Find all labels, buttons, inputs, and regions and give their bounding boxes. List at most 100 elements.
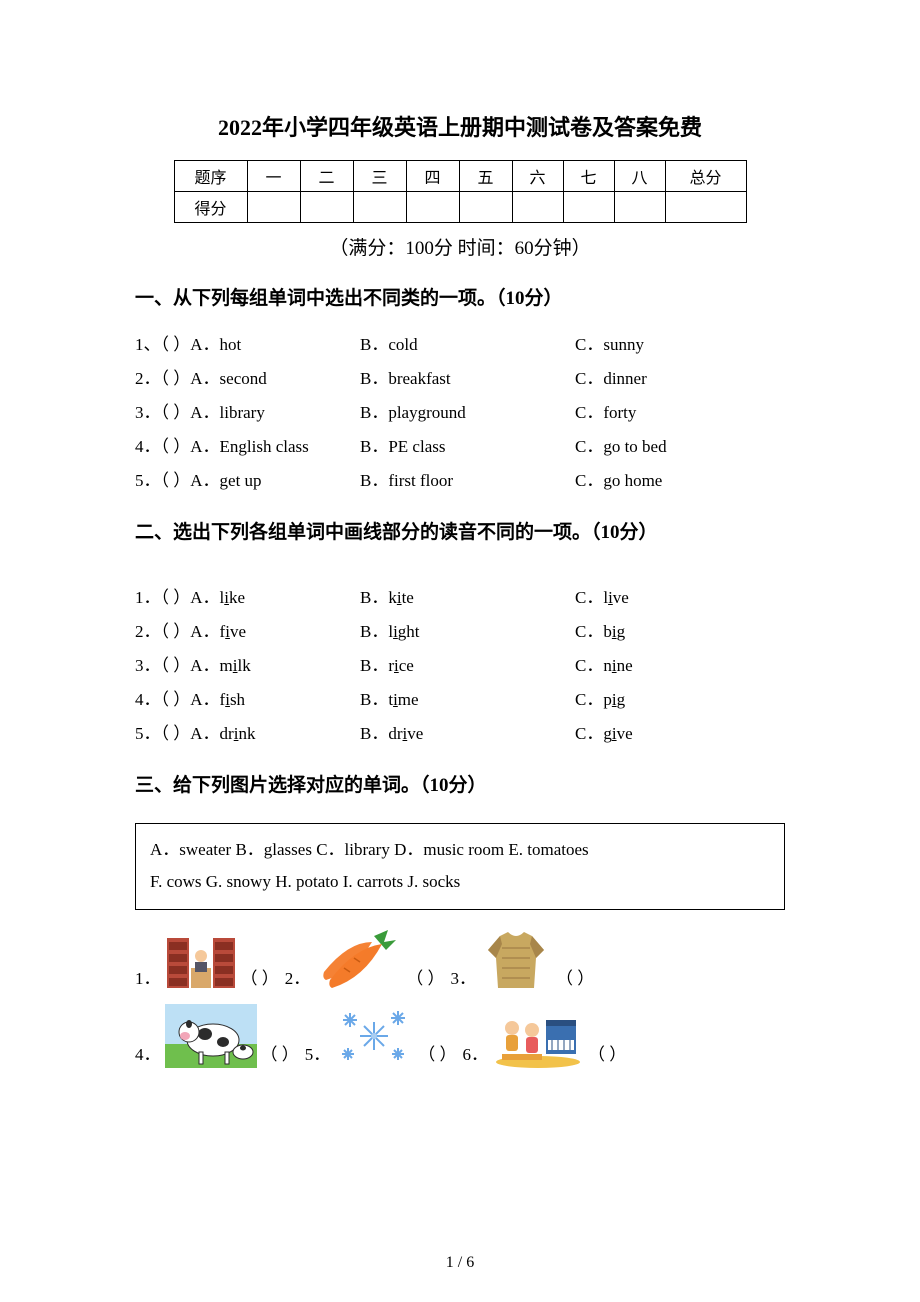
answer-blank[interactable]: （ ） bbox=[406, 965, 444, 992]
answer-blank[interactable]: （ ） bbox=[418, 1041, 456, 1068]
answer-blank[interactable]: （ ） bbox=[161, 656, 191, 675]
s2-item: 5．（ ）A．drink B．drive C．give bbox=[135, 717, 785, 751]
option-a: A．hot bbox=[190, 335, 241, 354]
library-icon bbox=[165, 932, 237, 992]
option-c-post: ve bbox=[617, 724, 633, 743]
option-c-pre: C．p bbox=[575, 690, 612, 709]
pic-item-number: 6． bbox=[463, 1041, 489, 1068]
sweater-icon bbox=[480, 930, 552, 992]
answer-blank[interactable]: （ ） bbox=[588, 1041, 626, 1068]
score-cell[interactable] bbox=[512, 192, 563, 223]
score-cell[interactable] bbox=[300, 192, 353, 223]
score-cell[interactable] bbox=[459, 192, 512, 223]
answer-blank[interactable]: （ ） bbox=[161, 437, 191, 456]
option-c-pre: C．g bbox=[575, 724, 612, 743]
s1-item: 5．（ ）A．get up B．first floor C．go home bbox=[135, 464, 785, 498]
item-number: 1、 bbox=[135, 335, 161, 354]
option-a: A．get up bbox=[190, 471, 261, 490]
item-number: 3． bbox=[135, 403, 161, 422]
word-bank: A．sweater B．glasses C．library D．music ro… bbox=[135, 823, 785, 910]
answer-blank[interactable]: （ ） bbox=[161, 335, 191, 354]
score-col: 四 bbox=[406, 161, 459, 192]
word-bank-line2: F. cows G. snowy H. potato I. carrots J.… bbox=[150, 866, 770, 898]
option-c: C．forty bbox=[575, 396, 785, 430]
s1-item: 2．（ ）A．second B．breakfast C．dinner bbox=[135, 362, 785, 396]
option-a-pre: A．m bbox=[190, 656, 233, 675]
option-a-post: ke bbox=[229, 588, 245, 607]
pic-item-number: 4． bbox=[135, 1041, 161, 1068]
item-number: 5． bbox=[135, 724, 161, 743]
snowy-icon bbox=[334, 1004, 414, 1068]
option-a-pre: A．l bbox=[190, 588, 224, 607]
pic-item-number: 1． bbox=[135, 965, 161, 992]
item-number: 2． bbox=[135, 369, 161, 388]
score-col: 七 bbox=[563, 161, 614, 192]
option-b-pre: B．t bbox=[360, 690, 393, 709]
option-a-post: sh bbox=[230, 690, 245, 709]
section-3-heading: 三、给下列图片选择对应的单词。（10分） bbox=[135, 771, 785, 801]
option-c: C．go to bed bbox=[575, 430, 785, 464]
option-a-post: nk bbox=[238, 724, 255, 743]
option-b-pre: B．dr bbox=[360, 724, 403, 743]
option-a-pre: A．f bbox=[190, 622, 225, 641]
answer-blank[interactable]: （ ） bbox=[261, 1041, 299, 1068]
item-number: 4． bbox=[135, 690, 161, 709]
item-number: 3． bbox=[135, 656, 161, 675]
pic-item-number: 5． bbox=[305, 1041, 331, 1068]
s2-item: 2．（ ）A．five B．light C．big bbox=[135, 615, 785, 649]
option-c: C．sunny bbox=[575, 328, 785, 362]
answer-blank[interactable]: （ ） bbox=[161, 622, 191, 641]
option-c-pre: C．n bbox=[575, 656, 612, 675]
option-b-post: te bbox=[402, 588, 414, 607]
option-c: C．dinner bbox=[575, 362, 785, 396]
cows-icon bbox=[165, 1004, 257, 1068]
s2-item: 4．（ ）A．fish B．time C．pig bbox=[135, 683, 785, 717]
score-table-value-row: 得分 bbox=[174, 192, 746, 223]
answer-blank[interactable]: （ ） bbox=[161, 588, 191, 607]
score-cell[interactable] bbox=[665, 192, 746, 223]
answer-blank[interactable]: （ ） bbox=[161, 690, 191, 709]
item-number: 1． bbox=[135, 588, 161, 607]
score-cell[interactable] bbox=[406, 192, 459, 223]
score-cell[interactable] bbox=[353, 192, 406, 223]
pic-item-number: 2． bbox=[285, 965, 311, 992]
option-b: B．first floor bbox=[360, 464, 575, 498]
option-b-pre: B．r bbox=[360, 656, 394, 675]
answer-blank[interactable]: （ ） bbox=[241, 965, 279, 992]
score-header-label: 题序 bbox=[174, 161, 247, 192]
option-b-post: ght bbox=[398, 622, 420, 641]
section-1-heading: 一、从下列每组单词中选出不同类的一项。（10分） bbox=[135, 284, 785, 314]
music-room-icon bbox=[492, 1010, 584, 1068]
answer-blank[interactable]: （ ） bbox=[161, 369, 191, 388]
option-c-pre: C．l bbox=[575, 588, 608, 607]
answer-blank[interactable]: （ ） bbox=[161, 471, 191, 490]
score-cell[interactable] bbox=[563, 192, 614, 223]
score-cell[interactable] bbox=[247, 192, 300, 223]
answer-blank[interactable]: （ ） bbox=[161, 724, 191, 743]
option-b: B．playground bbox=[360, 396, 575, 430]
option-a: A．English class bbox=[190, 437, 309, 456]
option-a-post: ve bbox=[230, 622, 246, 641]
pic-item-number: 3． bbox=[451, 965, 477, 992]
option-b-post: ve bbox=[407, 724, 423, 743]
item-number: 2． bbox=[135, 622, 161, 641]
option-b: B．PE class bbox=[360, 430, 575, 464]
option-b-pre: B．k bbox=[360, 588, 397, 607]
option-c: C．go home bbox=[575, 464, 785, 498]
answer-blank[interactable]: （ ） bbox=[161, 403, 191, 422]
option-b-pre: B．l bbox=[360, 622, 393, 641]
option-c-post: ve bbox=[613, 588, 629, 607]
page-title: 2022年小学四年级英语上册期中测试卷及答案免费 bbox=[135, 110, 785, 142]
score-col: 六 bbox=[512, 161, 563, 192]
s2-item: 1．（ ）A．like B．kite C．live bbox=[135, 581, 785, 615]
page-footer: 1 / 6 bbox=[0, 1254, 920, 1272]
answer-blank[interactable]: （ ） bbox=[556, 965, 594, 992]
s1-item: 4．（ ）A．English class B．PE class C．go to … bbox=[135, 430, 785, 464]
score-cell[interactable] bbox=[614, 192, 665, 223]
score-col: 三 bbox=[353, 161, 406, 192]
item-number: 4． bbox=[135, 437, 161, 456]
option-b: B．breakfast bbox=[360, 362, 575, 396]
score-col: 五 bbox=[459, 161, 512, 192]
section-2-heading: 二、选出下列各组单词中画线部分的读音不同的一项。（10分） bbox=[135, 518, 785, 548]
carrots-icon bbox=[314, 928, 402, 992]
